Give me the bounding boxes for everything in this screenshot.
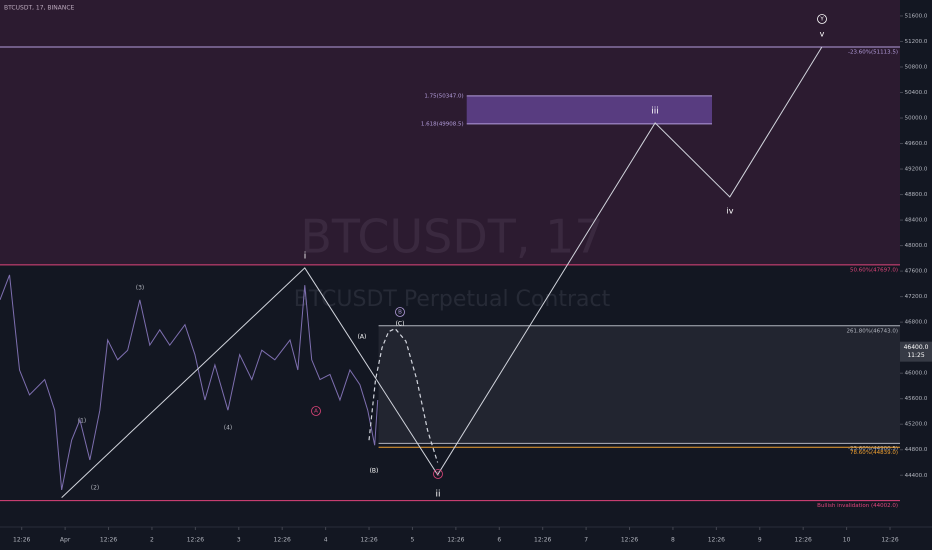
wave-label: (1) (78, 418, 87, 425)
x-tick-label: 12:26 (274, 537, 291, 544)
wave-label: C (436, 472, 440, 478)
x-tick-label: 5 (411, 537, 415, 544)
x-tick-label: 12:26 (795, 537, 812, 544)
zone (378, 325, 900, 444)
y-tick-label: 48400.0 (905, 218, 928, 224)
y-tick-label: 44800.0 (905, 447, 928, 453)
x-tick-label: 12:26 (881, 537, 898, 544)
x-tick-label: 12:26 (360, 537, 377, 544)
wave-label: A (314, 409, 318, 415)
x-tick-label: 7 (584, 537, 588, 544)
symbol-header: BTCUSDT, 17, BINANCE (4, 5, 75, 12)
level-label: 50.60%(47697.0) (850, 267, 898, 273)
current-price-time: 11:25 (907, 352, 924, 359)
x-tick-label: 12:26 (621, 537, 638, 544)
level-label: 1.75(50347.0) (424, 93, 463, 99)
wave-label: (C) (396, 321, 405, 328)
y-tick-label: 49200.0 (905, 167, 928, 173)
x-tick-label: 10 (843, 537, 851, 544)
wave-label: (A) (358, 334, 367, 341)
wave-label: (2) (91, 485, 100, 492)
y-tick-label: 51200.0 (905, 39, 928, 45)
y-tick-label: 44400.0 (905, 473, 928, 479)
level-label: -23.60%(51113.5) (848, 49, 898, 55)
wave-label: iv (727, 207, 734, 216)
y-tick-label: 45200.0 (905, 422, 928, 428)
wave-label: (B) (370, 468, 379, 475)
x-tick-label: 12:26 (187, 537, 204, 544)
x-tick-label: 12:26 (13, 537, 30, 544)
y-tick-label: 47600.0 (905, 269, 928, 275)
y-tick-label: 49600.0 (905, 141, 928, 147)
y-tick-label: 46800.0 (905, 320, 928, 326)
x-tick-label: 4 (324, 537, 328, 544)
x-tick-label: 12:26 (534, 537, 551, 544)
y-tick-label: 51600.0 (905, 13, 928, 19)
x-tick-label: 9 (758, 537, 762, 544)
zone (466, 95, 713, 124)
y-tick-label: 46000.0 (905, 371, 928, 377)
y-tick-label: 48000.0 (905, 243, 928, 249)
y-tick-label: 50800.0 (905, 64, 928, 70)
y-tick-label: 48800.0 (905, 192, 928, 198)
y-tick-label: 45600.0 (905, 396, 928, 402)
series-line (368, 327, 439, 463)
x-tick-label: 12:26 (100, 537, 117, 544)
x-tick-label: 3 (237, 537, 241, 544)
current-price-label: 46400.0 (904, 344, 929, 351)
wave-label-circle (433, 469, 443, 479)
wave-label: B (398, 310, 402, 316)
y-tick-label: 50000.0 (905, 116, 928, 122)
wave-label: v (820, 30, 825, 39)
series-line (61, 46, 823, 498)
zone (0, 0, 900, 265)
x-tick-label: 12:26 (708, 537, 725, 544)
level-label: Bullish invalidation (44002.0) (817, 503, 898, 509)
wave-label: i (304, 252, 307, 262)
watermark-title: BTCUSDT, 17 (300, 210, 603, 264)
x-tick-label: Apr (60, 537, 71, 544)
level-label: 261.80%(46743.0) (846, 328, 898, 334)
wave-label: Y (819, 17, 824, 23)
wave-label-circle (395, 307, 405, 317)
level-label: -23.60%(44900.5) (848, 446, 898, 452)
y-tick-label: 47200.0 (905, 294, 928, 300)
y-tick-label: 50400.0 (905, 90, 928, 96)
wave-label: iii (651, 107, 659, 117)
watermark-subtitle: BTCUSDT Perpetual Contract (294, 287, 611, 312)
x-tick-label: 2 (150, 537, 154, 544)
wave-label: (3) (136, 285, 145, 292)
price-axis (900, 0, 932, 550)
current-price-badge (900, 341, 932, 362)
level-label: 78.60%(44839.0) (850, 450, 898, 456)
x-tick-label: 8 (671, 537, 675, 544)
wave-label: ii (435, 490, 440, 500)
wave-label: (4) (224, 425, 233, 432)
wave-label-circle (311, 406, 321, 416)
x-tick-label: 6 (497, 537, 501, 544)
series-line (0, 274, 379, 491)
x-tick-label: 12:26 (447, 537, 464, 544)
wave-label-circle (817, 14, 827, 24)
level-label: 1.618(49908.5) (421, 121, 464, 127)
